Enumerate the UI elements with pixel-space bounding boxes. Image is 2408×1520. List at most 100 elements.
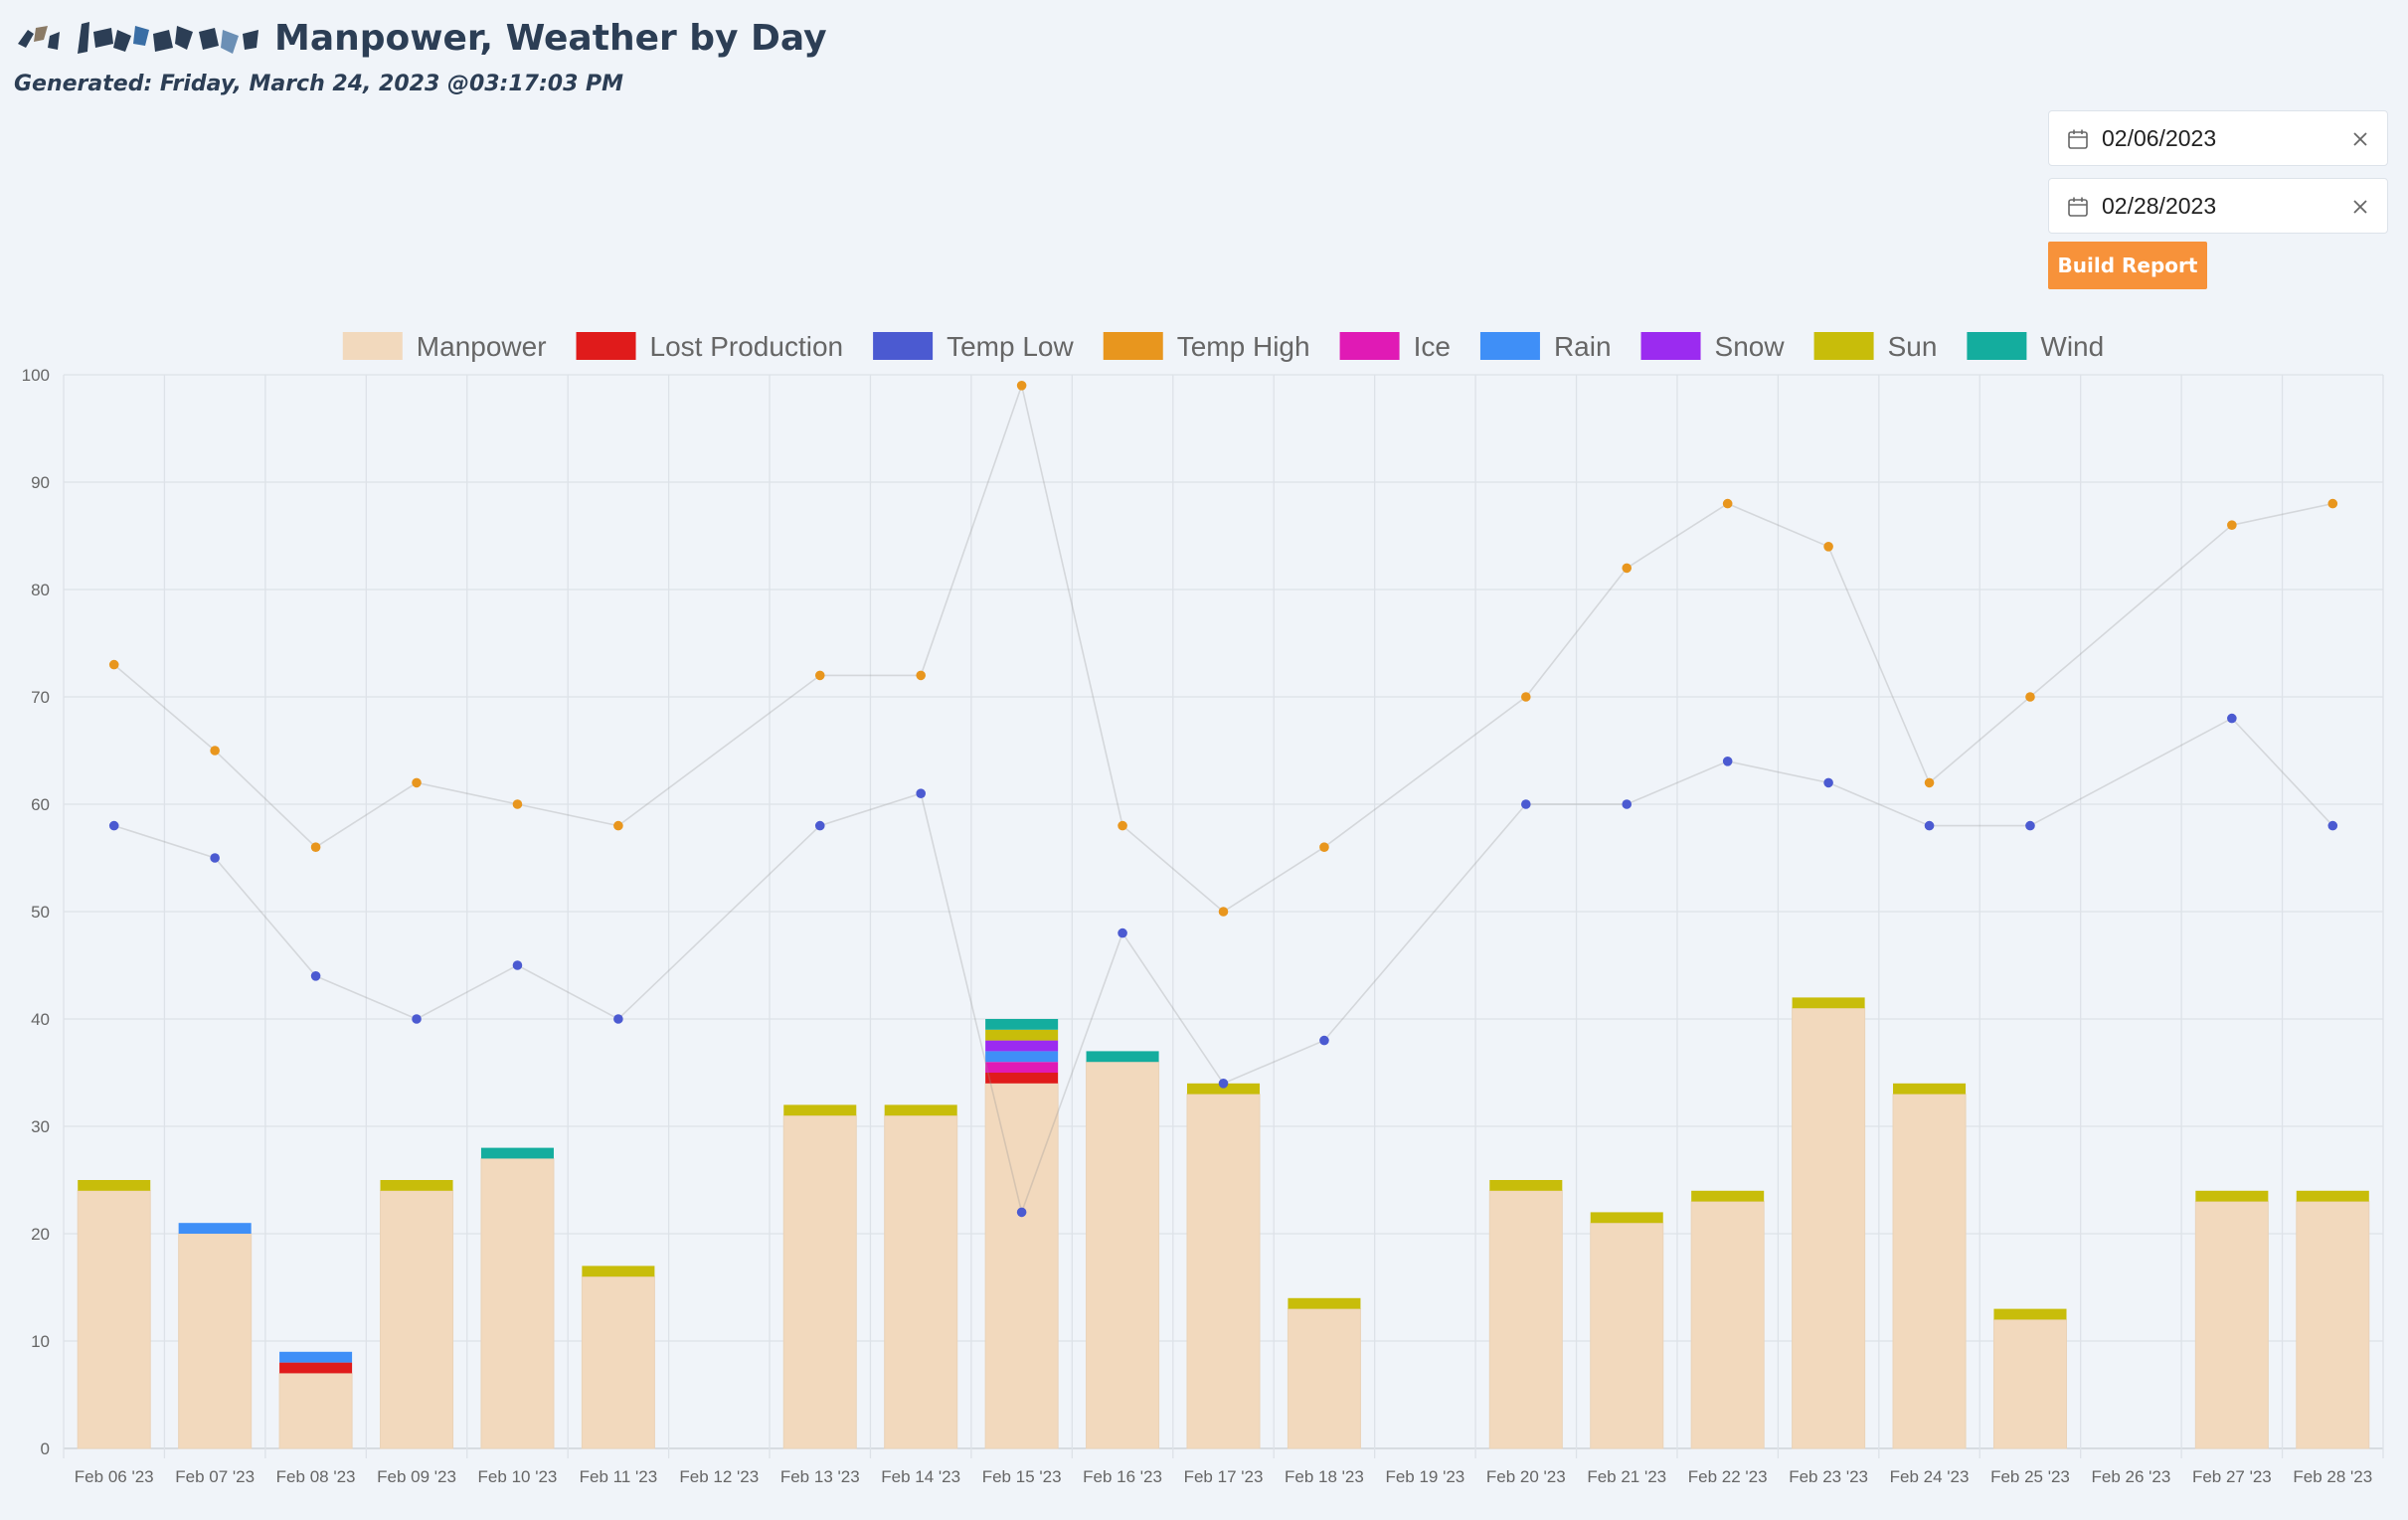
manpower-legend-label: Manpower — [417, 331, 547, 362]
x-tick-label: Feb 20 '23 — [1486, 1467, 1566, 1486]
temp-high-point — [1319, 842, 1329, 852]
x-tick-label: Feb 14 '23 — [881, 1467, 960, 1486]
temp-low-point — [108, 820, 119, 831]
temp-low-point — [814, 820, 825, 831]
temp-low-point — [1622, 799, 1633, 809]
temp-high-point — [210, 746, 220, 756]
ice-legend-swatch — [1339, 332, 1400, 360]
wind-legend-label: Wind — [2040, 331, 2104, 362]
temp-low-point — [613, 1014, 623, 1024]
y-tick-label: 90 — [31, 473, 50, 492]
sun-bar — [1792, 997, 1865, 1009]
y-tick-label: 60 — [31, 795, 50, 814]
sun-bar — [1186, 1083, 1261, 1095]
sun-bar — [884, 1104, 957, 1116]
temp-high-point — [814, 670, 825, 681]
x-tick-label: Feb 22 '23 — [1688, 1467, 1768, 1486]
x-tick-label: Feb 10 '23 — [478, 1467, 558, 1486]
manpower-bar — [984, 1083, 1059, 1449]
x-tick-label: Feb 24 '23 — [1890, 1467, 1970, 1486]
generated-timestamp: Generated: Friday, March 24, 2023 @03:17… — [14, 72, 624, 96]
temp-low-point — [1016, 1207, 1027, 1218]
sun-legend-swatch — [1813, 332, 1874, 360]
manpower-bar — [77, 1190, 151, 1449]
calendar-icon — [2068, 129, 2088, 149]
manpower-bar — [884, 1114, 958, 1449]
temp-high-point — [2327, 498, 2338, 509]
temp-high-point — [108, 659, 119, 670]
ice-legend-label: Ice — [1414, 331, 1451, 362]
x-tick-label: Feb 18 '23 — [1285, 1467, 1364, 1486]
temp-low-point — [210, 853, 220, 863]
sun-bar — [582, 1266, 655, 1277]
temp-low-point — [1218, 1079, 1229, 1089]
lost-production-bar — [279, 1362, 353, 1374]
x-tick-label: Feb 09 '23 — [377, 1467, 456, 1486]
rain-legend-label: Rain — [1554, 331, 1612, 362]
temp-high-point — [1722, 498, 1733, 509]
x-tick-label: Feb 07 '23 — [175, 1467, 255, 1486]
y-tick-label: 10 — [31, 1332, 50, 1351]
snow-bar — [985, 1040, 1059, 1052]
y-tick-label: 50 — [31, 903, 50, 922]
temp-high-point — [613, 820, 623, 831]
sun-bar — [1288, 1297, 1361, 1309]
report-controls: Build Report — [2048, 110, 2388, 289]
x-tick-label: Feb 19 '23 — [1385, 1467, 1464, 1486]
temp-low-point — [2327, 820, 2338, 831]
lost-production-bar — [985, 1073, 1059, 1084]
ice-bar — [985, 1062, 1059, 1073]
temp-high-point — [2227, 520, 2237, 530]
manpower-bar — [581, 1275, 655, 1449]
sun-bar — [1590, 1212, 1663, 1224]
temp-high-line — [113, 382, 2333, 913]
x-tick-label: Feb 27 '23 — [2192, 1467, 2272, 1486]
y-tick-label: 40 — [31, 1010, 50, 1029]
x-tick-label: Feb 15 '23 — [982, 1467, 1062, 1486]
sun-bar — [1893, 1083, 1967, 1095]
temp-low-point — [1924, 820, 1935, 831]
snow-legend-label: Snow — [1715, 331, 1786, 362]
start-date-input[interactable] — [2102, 124, 2330, 152]
temp-high-point — [1622, 563, 1633, 574]
close-icon[interactable] — [2351, 130, 2369, 148]
temp-high-point — [2025, 692, 2035, 702]
build-report-button[interactable]: Build Report — [2048, 242, 2207, 289]
x-tick-label: Feb 26 '23 — [2092, 1467, 2171, 1486]
x-tick-label: Feb 11 '23 — [580, 1467, 658, 1486]
y-tick-label: 0 — [41, 1439, 50, 1458]
x-tick-label: Feb 17 '23 — [1184, 1467, 1264, 1486]
manpower-bar — [782, 1114, 857, 1449]
manpower-bar — [1590, 1222, 1664, 1449]
sun-bar — [1993, 1308, 2067, 1320]
sun-bar — [1489, 1180, 1563, 1191]
temp-high-point — [1823, 542, 1833, 552]
wind-bar — [985, 1019, 1059, 1030]
y-tick-label: 20 — [31, 1225, 50, 1244]
x-tick-label: Feb 21 '23 — [1587, 1467, 1666, 1486]
close-icon[interactable] — [2351, 198, 2369, 216]
manpower-bar — [178, 1233, 253, 1449]
wind-legend-swatch — [1967, 332, 2027, 360]
manpower-bar — [1186, 1094, 1261, 1449]
end-date-field[interactable] — [2048, 178, 2388, 234]
lost-production-legend-label: Lost Production — [650, 331, 844, 362]
manpower-bar — [2296, 1201, 2370, 1449]
wind-bar — [1086, 1051, 1159, 1063]
report-header: Manpower, Weather by Day Generated: Frid… — [14, 14, 827, 97]
page-title: Manpower, Weather by Day — [274, 17, 827, 59]
lost-production-legend-swatch — [576, 332, 636, 360]
temp-low-point — [1823, 777, 1833, 788]
manpower-bar — [1690, 1201, 1765, 1449]
rain-bar — [985, 1051, 1059, 1063]
end-date-input[interactable] — [2102, 192, 2330, 220]
start-date-field[interactable] — [2048, 110, 2388, 166]
manpower-bar — [1488, 1190, 1563, 1449]
temp-high-point — [412, 777, 422, 788]
calendar-icon — [2068, 197, 2088, 217]
y-tick-label: 100 — [22, 366, 50, 385]
manpower-bar — [2194, 1201, 2269, 1449]
temp-high-point — [1924, 777, 1935, 788]
y-tick-label: 80 — [31, 581, 50, 599]
x-tick-label: Feb 16 '23 — [1083, 1467, 1162, 1486]
